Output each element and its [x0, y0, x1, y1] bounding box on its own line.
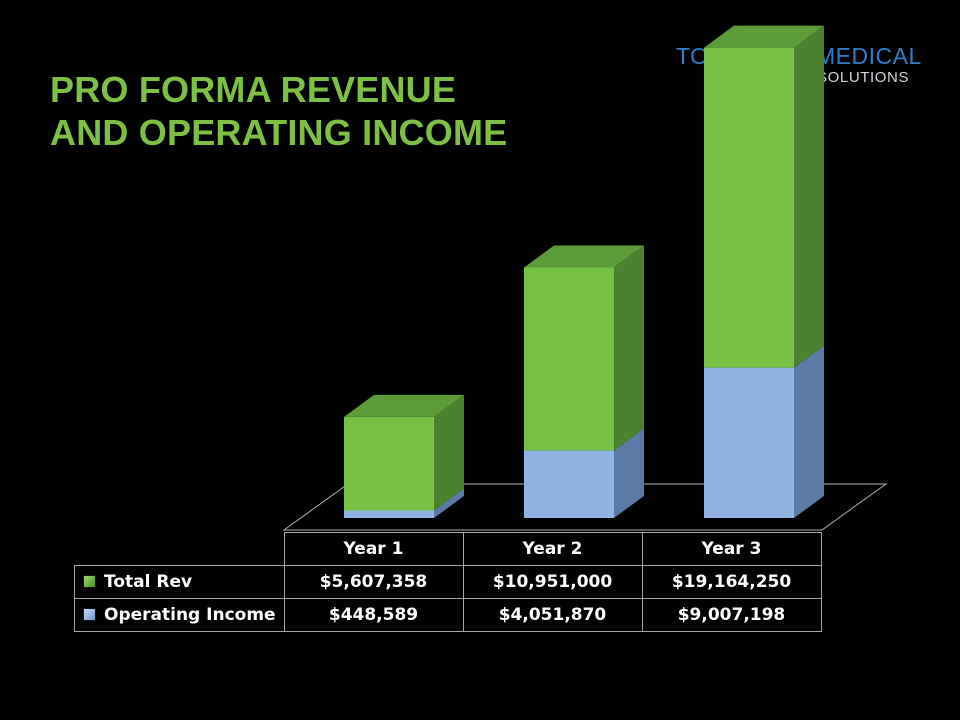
bar-top-total-rev	[524, 245, 644, 268]
data-label: $4,051,870	[462, 598, 643, 632]
bar-side-operating-income	[434, 488, 464, 518]
tick-label: Year 2	[462, 532, 643, 566]
table-header-row: Year 1 Year 2 Year 3	[75, 532, 822, 566]
legend-entry-total-rev: Total Rev	[74, 565, 285, 599]
title-line-2: AND OPERATING INCOME	[50, 112, 508, 153]
bar-side-total-rev	[614, 245, 644, 451]
data-label: $9,007,198	[641, 598, 822, 632]
bar-group	[344, 25, 824, 518]
data-label: $448,589	[283, 598, 464, 632]
bar-side-total-rev	[434, 394, 464, 511]
data-label: $19,164,250	[641, 565, 822, 599]
series-name: Total Rev	[104, 572, 193, 592]
table-corner	[75, 533, 285, 566]
bar-side-total-rev	[794, 25, 824, 368]
bar-operating-income	[344, 510, 434, 518]
bar-side-operating-income	[614, 428, 644, 518]
logo-text-solutions: SOLUTIONS	[817, 69, 910, 86]
bar-top-total-rev	[344, 394, 464, 417]
chart-floor	[282, 483, 888, 531]
bar-total-rev	[344, 416, 434, 511]
legend-key-operating-income	[83, 608, 96, 621]
data-label: $5,607,358	[283, 565, 464, 599]
tick-label: Year 3	[641, 532, 822, 566]
bar-operating-income	[704, 367, 794, 518]
series-name: Operating Income	[104, 605, 276, 625]
bar-top-total-rev	[704, 25, 824, 48]
bar-total-rev	[524, 267, 614, 451]
logo-text-medical: MEDICAL	[816, 43, 922, 69]
table-row-total-rev: Total Rev $5,607,358 $10,951,000 $19,164…	[74, 565, 822, 599]
data-table: Year 1 Year 2 Year 3 Total Rev $5,607,35…	[74, 532, 822, 632]
data-label: $10,951,000	[462, 565, 643, 599]
title-line-1: PRO FORMA REVENUE	[50, 69, 457, 110]
tick-label: Year 1	[283, 532, 464, 566]
table-row-operating-income: Operating Income $448,589 $4,051,870 $9,…	[74, 598, 822, 632]
legend-entry-operating-income: Operating Income	[74, 598, 285, 632]
legend-key-total-rev	[83, 575, 96, 588]
slide-title: PRO FORMA REVENUE AND OPERATING INCOME	[50, 68, 507, 154]
bar-side-operating-income	[794, 345, 824, 518]
bar-total-rev	[704, 47, 794, 368]
bar-operating-income	[524, 450, 614, 518]
